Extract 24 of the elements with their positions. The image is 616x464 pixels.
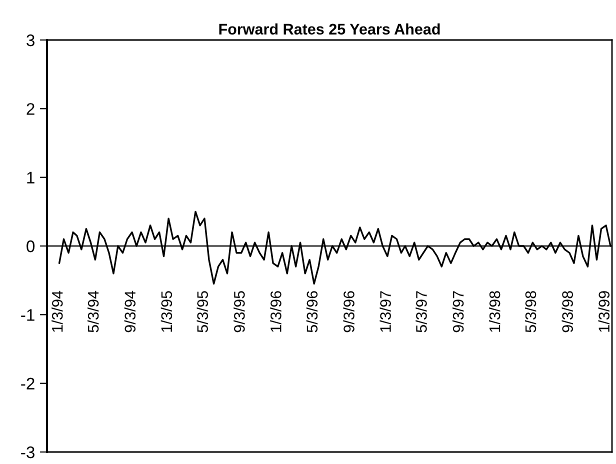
x-tick-label: 9/3/96 [343, 291, 354, 332]
x-tick-label: 5/3/98 [524, 291, 536, 332]
x-tick-label: 5/3/95 [196, 291, 208, 332]
x-tick-label: 1/3/97 [380, 291, 391, 332]
y-tick-label: 0 [26, 240, 35, 252]
x-tick-label: 1/3/98 [489, 291, 500, 332]
y-tick-label: 2 [26, 103, 34, 115]
x-tick-label: 5/3/97 [416, 291, 427, 332]
x-tick-label: 9/3/94 [124, 290, 136, 332]
y-tick-label: 3 [26, 34, 34, 46]
y-tick-label: -1 [21, 309, 34, 321]
x-tick-label: 9/3/98 [562, 291, 573, 332]
y-tick-label: 1 [27, 172, 34, 184]
y-tick-label: -3 [21, 446, 34, 458]
x-tick-label: 1/3/99 [598, 291, 610, 332]
chart-title: Forward Rates 25 Years Ahead [219, 23, 440, 35]
x-tick-label: 1/3/94 [52, 290, 63, 332]
x-tick-label: 1/3/96 [270, 291, 282, 332]
x-tick-label: 1/3/95 [160, 291, 172, 332]
y-tick-label: -2 [21, 378, 34, 390]
x-tick-label: 5/3/96 [306, 291, 318, 332]
x-tick-label: 9/3/97 [452, 291, 464, 332]
x-tick-label: 5/3/94 [87, 290, 99, 332]
x-tick-label: 9/3/95 [234, 291, 245, 332]
